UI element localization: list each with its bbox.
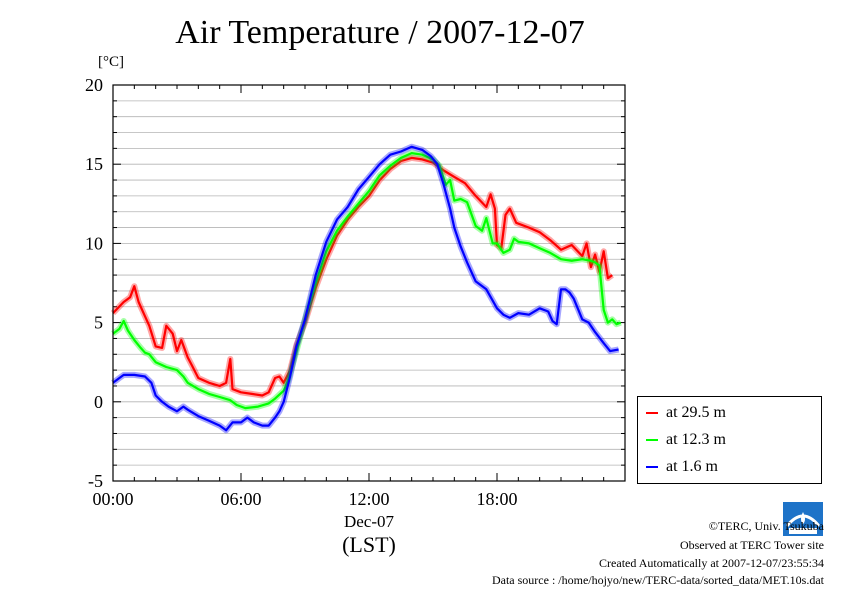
legend-item-29-5m: at 29.5 m: [646, 403, 726, 423]
legend-swatch-12-3m: [646, 439, 658, 441]
x-tick-label: 12:00: [348, 489, 389, 509]
y-tick-label: 15: [85, 154, 103, 174]
footer-copyright: ©TERC, Univ. Tsukuba: [708, 519, 824, 533]
terc-logo-icon: [783, 502, 823, 536]
chart-title: Air Temperature / 2007-12-07: [175, 14, 585, 51]
footer-created: Created Automatically at 2007-12-07/23:5…: [599, 556, 824, 570]
y-tick-label: 20: [85, 75, 103, 95]
x-tick-label: 18:00: [476, 489, 517, 509]
legend-swatch-29-5m: [646, 412, 658, 414]
legend-swatch-1-6m: [646, 466, 658, 468]
legend-item-12-3m: at 12.3 m: [646, 430, 726, 450]
legend-label-12-3m: at 12.3 m: [666, 431, 726, 448]
y-tick-label: -5: [88, 471, 103, 491]
y-unit-label: [°C]: [98, 54, 124, 70]
series-line-1: [112, 152, 622, 410]
x-tick-label: 00:00: [92, 489, 133, 509]
x-tick-label: 06:00: [220, 489, 261, 509]
footer-source: Data source : /home/hojyo/new/TERC-data/…: [491, 573, 824, 587]
legend-label-1-6m: at 1.6 m: [666, 458, 718, 475]
series-line-0: [112, 156, 613, 397]
x-axis-label-lst: (LST): [342, 532, 396, 557]
plot-frame: [112, 84, 626, 482]
y-tick-label: 10: [85, 233, 103, 253]
plot-area: [113, 85, 625, 481]
y-tick-label: 5: [94, 313, 103, 333]
x-axis-label: Dec-07: [344, 512, 395, 531]
legend-label-29-5m: at 29.5 m: [666, 404, 726, 421]
legend-item-1-6m: at 1.6 m: [646, 457, 718, 477]
series-line-2: [112, 145, 619, 432]
legend: at 29.5 m at 12.3 m at 1.6 m: [637, 396, 822, 484]
footer-observed: Observed at TERC Tower site: [679, 538, 824, 552]
y-tick-label: 0: [94, 392, 103, 412]
